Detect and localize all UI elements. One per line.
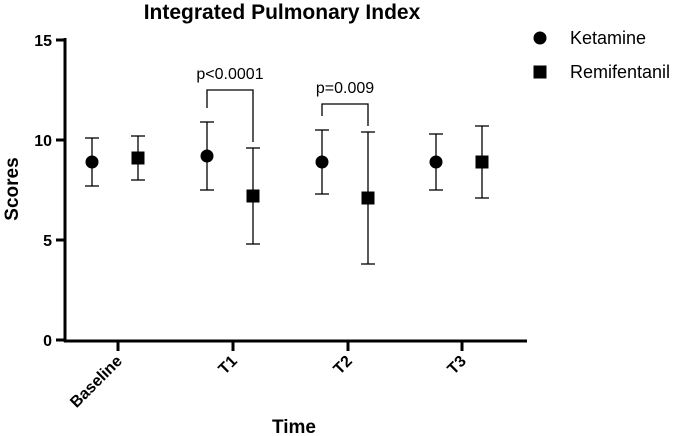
data-point-remifentanil-3 — [475, 155, 489, 169]
legend-marker-remifentanil — [533, 65, 547, 79]
x-tick-label-1: T1 — [216, 353, 241, 378]
data-point-remifentanil-2 — [361, 191, 375, 205]
legend-marker-ketamine — [533, 31, 547, 45]
data-point-ketamine-3 — [429, 155, 443, 169]
chart-title: Integrated Pulmonary Index — [144, 1, 421, 24]
p-value-label-0: p<0.0001 — [196, 66, 263, 83]
y-tick-label-2: 10 — [34, 133, 52, 150]
data-point-remifentanil-1 — [246, 189, 260, 203]
y-tick-label-1: 5 — [43, 233, 52, 250]
p-value-label-1: p=0.009 — [316, 80, 374, 97]
data-point-ketamine-1 — [200, 149, 214, 163]
x-tick-label-0: Baseline — [67, 353, 126, 412]
x-tick-label-2: T2 — [331, 353, 356, 378]
data-point-ketamine-2 — [315, 155, 329, 169]
x-axis-label: Time — [272, 417, 316, 436]
y-tick-label-3: 15 — [34, 33, 52, 50]
x-tick-label-3: T3 — [445, 353, 470, 378]
data-point-remifentanil-0 — [131, 151, 145, 165]
significance-bracket-1 — [321, 103, 369, 126]
legend-label-ketamine: Ketamine — [570, 28, 646, 48]
legend-label-remifentanil: Remifentanil — [570, 62, 670, 82]
y-axis-label: Scores — [2, 157, 23, 220]
significance-bracket-0 — [206, 89, 254, 142]
data-point-ketamine-0 — [85, 155, 99, 169]
y-tick-label-0: 0 — [43, 333, 52, 350]
